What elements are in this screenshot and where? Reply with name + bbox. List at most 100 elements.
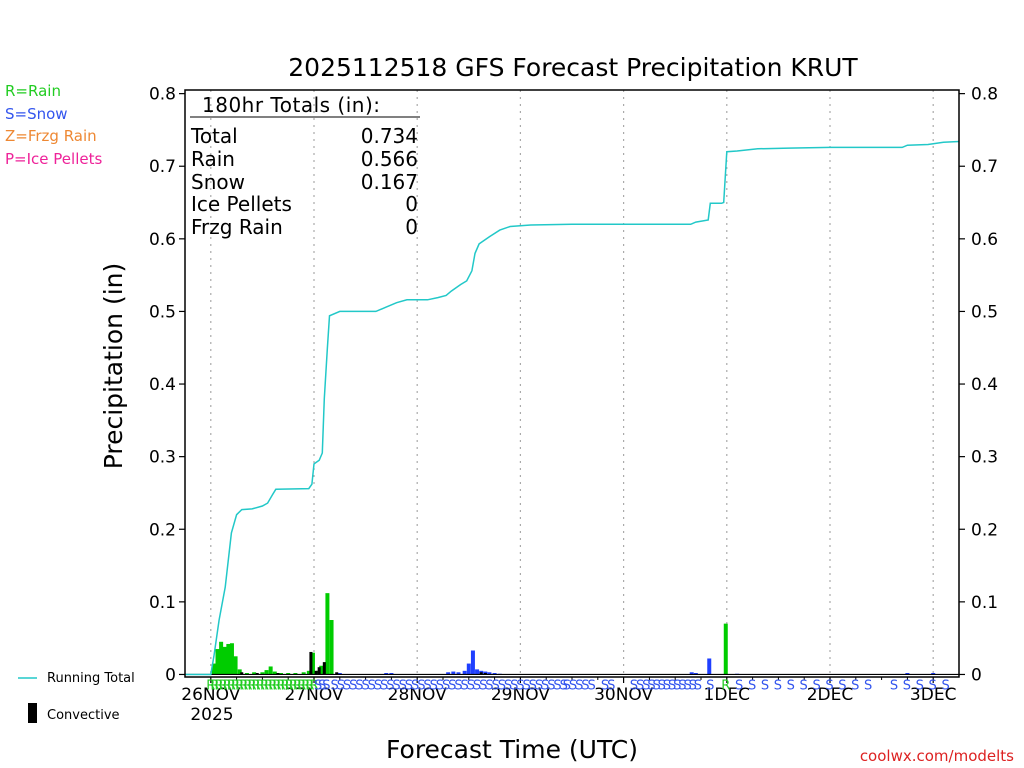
snow-marker: S	[454, 678, 462, 693]
rain-marker: R	[252, 678, 261, 693]
rain-bar	[211, 663, 216, 675]
snow-marker: S	[405, 678, 413, 693]
y-tick-label-left: 0.2	[149, 520, 176, 540]
rain-bar	[252, 672, 257, 675]
rain-marker: R	[272, 678, 281, 693]
snow-marker: S	[569, 678, 577, 693]
snow-marker: S	[735, 678, 743, 693]
snow-marker: S	[864, 678, 872, 693]
convective-bar	[240, 672, 244, 675]
y-tick-label-left: 0.1	[149, 593, 176, 613]
snow-marker: S	[430, 678, 438, 693]
rain-marker: R	[721, 678, 730, 693]
snow-marker: S	[689, 678, 697, 693]
snow-bar	[689, 672, 694, 675]
rain-bar	[286, 673, 291, 675]
rain-marker: R	[301, 678, 310, 693]
snow-marker: S	[436, 678, 444, 693]
rain-bar	[723, 623, 728, 675]
snow-marker: S	[355, 678, 363, 693]
legend-frzg-rain: Z=Frzg Rain	[5, 127, 97, 145]
rain-marker: R	[231, 678, 240, 693]
x-tick-label: 3DEC	[910, 685, 957, 705]
totals-value-snow: 0.167	[361, 170, 418, 194]
snow-marker: S	[516, 678, 524, 693]
convective-bar	[322, 662, 326, 675]
convective-legend-label: Convective	[47, 708, 120, 723]
rain-marker: R	[243, 678, 252, 693]
year-label: 2025	[190, 705, 233, 725]
snow-bar	[470, 650, 475, 675]
snow-marker: S	[563, 678, 571, 693]
snow-marker: S	[630, 678, 638, 693]
convective-bar	[479, 672, 483, 675]
snow-bar	[451, 671, 456, 675]
x-tick-label: 27NOV	[284, 685, 343, 705]
rain-marker: R	[256, 678, 265, 693]
x-tick-label: 26NOV	[181, 685, 240, 705]
snow-marker: S	[941, 678, 949, 693]
snow-marker: S	[498, 678, 506, 693]
rain-marker: R	[248, 678, 257, 693]
snow-marker: S	[683, 678, 691, 693]
snow-bar	[905, 673, 910, 675]
running-total	[185, 140, 960, 676]
y-tick-label-left: 0.3	[149, 448, 176, 468]
rain-bar	[215, 649, 220, 675]
snow-marker: S	[787, 678, 795, 693]
snow-bar	[693, 673, 698, 675]
snow-marker: S	[491, 678, 499, 693]
y-tick-label-left: 0.5	[149, 302, 176, 322]
snow-marker: S	[380, 678, 388, 693]
x-tick-label: 1DEC	[704, 685, 751, 705]
snow-bar	[384, 673, 389, 675]
legend-ice-pellets: P=Ice Pellets	[5, 150, 102, 168]
x-tick-label: 30NOV	[594, 685, 653, 705]
totals-value-rain: 0.566	[361, 147, 418, 171]
snow-marker: S	[652, 678, 660, 693]
convective-bar	[335, 672, 339, 675]
precip-bars	[185, 593, 959, 676]
snow-marker: S	[343, 678, 351, 693]
snow-marker: S	[560, 678, 568, 693]
totals-label-total: Total	[190, 124, 238, 148]
snow-bar	[931, 673, 936, 675]
snow-marker: S	[903, 678, 911, 693]
snow-marker: S	[825, 678, 833, 693]
snow-marker: S	[399, 678, 407, 693]
snow-marker: S	[668, 678, 676, 693]
y-tick-label-right: 0.8	[971, 85, 998, 105]
snow-marker: S	[541, 678, 549, 693]
rain-bar	[219, 641, 224, 675]
snow-marker: S	[812, 678, 820, 693]
rain-marker: R	[293, 678, 302, 693]
type-legend: R=Rain S=Snow Z=Frzg Rain P=Ice Pellets	[5, 82, 102, 168]
rain-bar	[306, 670, 311, 675]
y-tick-label-right: 0.4	[971, 375, 998, 395]
snow-marker: S	[581, 678, 589, 693]
snow-marker: S	[522, 678, 530, 693]
snow-marker: S	[322, 678, 330, 693]
rain-bar	[319, 665, 324, 675]
snow-marker: S	[392, 678, 400, 693]
y-tick-label-left: 0.8	[149, 85, 176, 105]
snow-marker: S	[774, 678, 782, 693]
y-tick-label-right: 0.6	[971, 230, 998, 250]
totals-value-frzg-rain: 0	[405, 215, 418, 239]
running-total-legend-label: Running Total	[47, 671, 135, 686]
snow-marker: S	[547, 678, 555, 693]
snow-marker: S	[337, 678, 345, 693]
convective-bar	[276, 673, 280, 675]
y-axis-label: Precipitation (in)	[99, 263, 128, 470]
rain-marker: R	[285, 678, 294, 693]
rain-bar	[301, 672, 306, 675]
snow-marker: S	[658, 678, 666, 693]
rain-bar	[237, 669, 242, 675]
watermark: coolwx.com/modelts	[860, 747, 1014, 765]
convective-legend-swatch	[28, 703, 37, 723]
rain-marker: R	[309, 678, 318, 693]
y-axis: 0 00.1 0.10.2 0.20.3 0.30.4 0.40.5 0.50.6 0.60.…	[149, 85, 998, 686]
rain-marker: R	[276, 678, 285, 693]
snow-bar	[462, 670, 467, 675]
plot-frame	[184, 89, 960, 678]
